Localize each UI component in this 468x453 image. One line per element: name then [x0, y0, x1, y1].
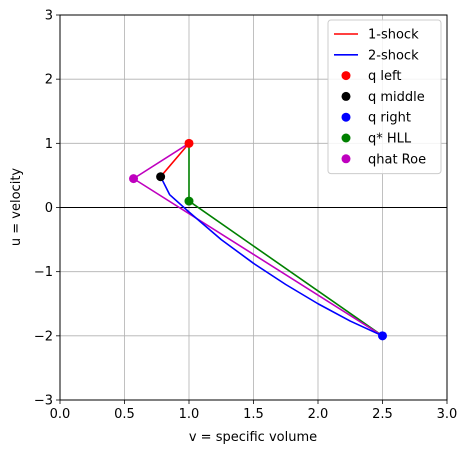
ticks: 0.0 0.5 1.0 1.5 2.0 2.5 3.0 −3 −2 −1 0 1 2 3 [34, 9, 458, 423]
q-right-point [378, 331, 387, 341]
x-tick-label: 1.5 [243, 407, 264, 422]
2-shock-curve [159, 176, 383, 337]
legend-dot-swatch [341, 133, 351, 143]
y-tick-label: 1 [45, 137, 53, 152]
legend-box [327, 19, 442, 175]
qhat-roe-point [129, 174, 139, 184]
x-tick-label: 1.0 [179, 407, 200, 422]
legend-label: 1-shock [368, 28, 419, 43]
y-axis-label: u = velocity [9, 168, 24, 247]
y-tick-label: 2 [45, 73, 53, 88]
y-tick-label: 0 [45, 201, 53, 216]
legend-dot-swatch [341, 91, 351, 101]
q-left-point [184, 138, 194, 148]
legend-label: q middle [368, 90, 425, 105]
plot-area [129, 138, 387, 341]
y-tick-label: −2 [34, 329, 53, 344]
legend-label: q left [368, 69, 401, 84]
y-tick-label: −3 [34, 394, 53, 409]
x-tick-label: 3.0 [437, 407, 458, 422]
legend-dot-swatch [341, 71, 351, 81]
legend-label: q right [368, 111, 411, 126]
x-tick-label: 2.5 [372, 407, 393, 422]
x-tick-label: 0.5 [114, 407, 135, 422]
legend-dot-swatch [341, 112, 351, 122]
q-middle-point [156, 172, 166, 182]
legend-label: q* HLL [368, 132, 412, 147]
x-tick-label: 2.0 [308, 407, 329, 422]
q-hll-point [184, 196, 194, 206]
1-shock-curve [160, 142, 190, 178]
legend-label: 2-shock [368, 48, 419, 63]
legend: 1-shock 2-shock q left q middle q right q* HL… [327, 19, 442, 175]
legend-label: qhat Roe [368, 152, 426, 167]
x-axis-label: v = specific volume [189, 430, 317, 445]
y-tick-label: −1 [34, 265, 53, 280]
legend-dot-swatch [341, 154, 351, 164]
y-tick-label: 3 [45, 9, 53, 24]
x-tick-label: 0.0 [50, 407, 71, 422]
